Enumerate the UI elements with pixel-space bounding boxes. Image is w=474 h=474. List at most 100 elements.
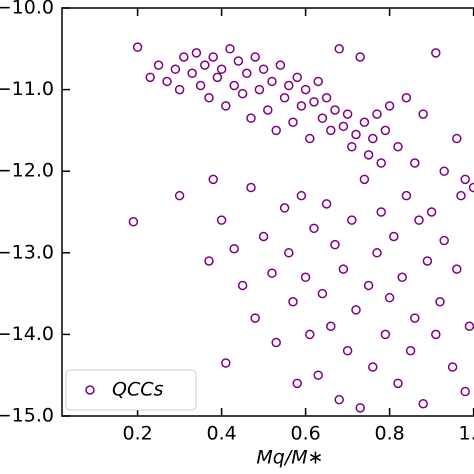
y-tick-label: −11.0 [0,78,54,100]
point [359,174,370,185]
x-axis-label: Mq/M∗ [256,447,323,469]
point [384,292,395,303]
x-tick-label: 0.6 [290,423,320,445]
point [317,113,328,123]
point [363,150,374,160]
point [221,101,231,111]
point [296,101,307,111]
point [401,190,412,201]
y-tick-label: −13.0 [0,241,54,263]
point [313,76,323,87]
y-tick-label: −10.0 [0,0,54,19]
point [456,190,466,201]
point [229,243,239,254]
point [225,44,235,54]
point [422,256,433,266]
point [216,215,227,225]
point [162,76,172,87]
point [363,280,374,291]
point [376,207,386,217]
point [292,378,302,389]
point [351,129,361,140]
point [338,264,349,274]
point [452,264,462,274]
point [254,84,265,95]
point [372,248,382,258]
point [208,174,218,185]
point [208,52,218,62]
plot-frame [61,7,474,417]
point [380,329,391,340]
point [309,97,319,107]
point [355,403,365,413]
point [389,231,399,242]
point [288,297,298,307]
point [355,52,365,62]
y-tick-label: −15.0 [0,405,54,427]
point [212,72,223,83]
point [414,215,424,225]
point [237,88,248,99]
point [258,231,269,242]
point [204,256,214,266]
legend-label: QCCs [112,379,163,401]
point [464,321,474,331]
point [195,80,206,91]
point [330,239,340,250]
point [347,215,357,225]
point [368,133,378,144]
point [250,313,260,323]
point [439,166,449,176]
point [233,56,244,66]
point [229,80,239,91]
point [246,113,256,123]
x-tick-label: 0.8 [374,423,404,445]
point [330,105,340,115]
point [431,329,441,340]
point [397,272,407,283]
point [263,105,273,115]
point [271,337,281,348]
point [246,182,256,193]
point [460,386,470,397]
point [452,133,462,144]
point [153,60,164,70]
y-tick-label: −12.0 [0,160,54,182]
point [401,93,412,103]
point [405,345,416,356]
point [258,64,269,74]
point [128,217,139,227]
point [296,190,307,201]
point [410,158,420,168]
point [132,42,143,52]
point [317,288,328,299]
point [305,329,315,340]
point [439,235,449,246]
point [321,93,332,103]
point [279,93,290,103]
point [338,121,349,132]
x-tick-label: 1.0 [458,423,474,445]
point [288,117,298,127]
point [334,394,344,405]
point [145,72,155,83]
point [242,68,252,79]
point [393,141,403,152]
y-tick-label: −14.0 [0,323,54,345]
point [368,362,378,372]
point [321,199,332,209]
point [305,133,315,144]
point [426,207,437,217]
point [309,223,319,234]
point [326,321,336,331]
point [435,297,445,307]
point [300,84,311,95]
point [250,52,260,62]
point [334,44,344,54]
point [284,248,294,258]
point [174,190,185,201]
point [468,182,474,193]
point [284,80,294,91]
legend-box [65,369,197,411]
